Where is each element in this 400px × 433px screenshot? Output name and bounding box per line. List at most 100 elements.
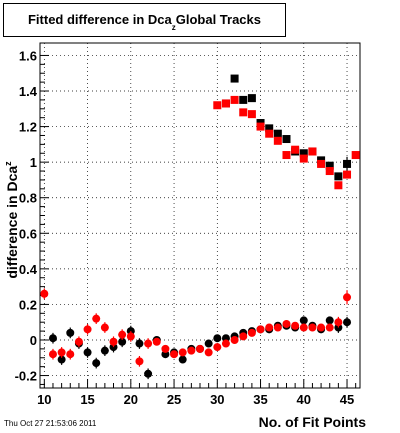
data-point-circle — [325, 316, 334, 325]
data-point-square — [265, 124, 274, 133]
data-point-circle — [256, 325, 265, 334]
data-point-square — [291, 145, 300, 154]
data-point-square — [317, 159, 326, 168]
data-point-square — [256, 122, 265, 131]
data-point-circle — [204, 348, 213, 357]
timestamp: Thu Oct 27 21:53:06 2011 — [4, 419, 97, 428]
x-axis-title: No. of Fit Points — [259, 414, 367, 430]
y-tick-label: -0.2 — [15, 369, 37, 384]
x-tick-label: 40 — [297, 392, 311, 407]
data-point-circle — [118, 330, 127, 339]
data-point-circle — [343, 318, 352, 327]
data-point-circle — [135, 339, 144, 348]
data-point-circle — [196, 344, 204, 353]
plot-frame — [39, 42, 361, 389]
data-point-square — [325, 167, 334, 176]
data-point-square — [221, 99, 230, 108]
data-points — [40, 74, 360, 380]
data-point-square — [351, 151, 360, 160]
data-point-circle — [308, 323, 317, 332]
y-tick-label: 0.2 — [19, 297, 37, 312]
data-point-square — [299, 149, 308, 158]
data-point-circle — [100, 346, 109, 355]
tick-labels: 10 15 20 25 30 35 40 45 -0.2 0 0.2 0.4 0.6 0.8 1 1.2 1.4… — [15, 48, 355, 407]
y-axis-title: difference in Dcaz — [3, 161, 20, 279]
chart-title-box: Fitted difference in DcazGlobal Tracks — [3, 3, 286, 37]
data-point-circle — [265, 323, 274, 332]
y-axis-title-main: difference in Dca — [4, 166, 20, 279]
chart-title: Fitted difference in DcazGlobal Tracks — [4, 12, 285, 32]
data-point-circle — [135, 357, 144, 366]
y-tick-label: 0.6 — [19, 226, 37, 241]
data-point-circle — [57, 348, 66, 357]
data-point-circle — [144, 339, 153, 348]
chart-title-suffix: Global Tracks — [175, 12, 261, 27]
data-point-circle — [66, 328, 75, 337]
data-point-circle — [83, 325, 92, 334]
data-point-square — [282, 135, 291, 144]
data-point-circle — [40, 289, 49, 298]
y-tick-label: 1.2 — [19, 120, 37, 135]
x-tick-label: 10 — [37, 392, 51, 407]
data-point-circle — [213, 334, 222, 343]
data-point-circle — [282, 319, 291, 328]
data-point-square — [273, 129, 282, 138]
data-point-circle — [178, 355, 187, 364]
data-point-circle — [213, 343, 222, 352]
x-tick-label: 35 — [253, 392, 267, 407]
data-point-circle — [170, 350, 179, 359]
data-point-circle — [161, 344, 170, 353]
data-point-circle — [291, 321, 300, 330]
data-point-square — [334, 172, 343, 181]
data-point-circle — [187, 346, 196, 355]
x-tick-label: 20 — [124, 392, 138, 407]
data-point-circle — [100, 323, 109, 332]
data-point-circle — [57, 355, 66, 364]
data-point-circle — [317, 323, 326, 332]
data-point-square — [308, 147, 317, 156]
data-point-circle — [273, 323, 282, 332]
data-point-circle — [83, 348, 92, 357]
data-point-square — [273, 136, 282, 145]
x-tick-label: 15 — [80, 392, 94, 407]
data-point-circle — [247, 328, 256, 337]
data-point-square — [299, 154, 308, 163]
data-point-square — [247, 110, 256, 119]
data-point-square — [343, 170, 352, 179]
chart-title-main: Fitted difference in Dca — [27, 12, 172, 27]
data-point-circle — [343, 293, 352, 302]
data-point-circle — [109, 337, 118, 346]
x-tick-label: 25 — [167, 392, 181, 407]
grid-lines — [40, 43, 360, 388]
data-point-circle — [334, 318, 343, 327]
y-tick-label: 1 — [30, 155, 37, 170]
y-tick-label: 0.8 — [19, 191, 37, 206]
data-point-square — [265, 129, 274, 138]
data-point-square — [230, 74, 239, 83]
data-point-square — [230, 95, 239, 104]
data-point-circle — [66, 350, 75, 359]
data-point-circle — [178, 348, 187, 357]
data-point-circle — [92, 314, 101, 323]
data-point-circle — [74, 337, 83, 346]
data-point-square — [334, 181, 343, 190]
data-point-circle — [152, 337, 161, 346]
data-point-circle — [126, 332, 135, 341]
y-axis-title-subscript: z — [3, 161, 13, 166]
data-point-circle — [325, 323, 334, 332]
y-tick-label: 0.4 — [19, 262, 38, 277]
data-point-circle — [221, 339, 230, 348]
data-point-circle — [48, 350, 57, 359]
chart-title-subscript: z — [171, 23, 176, 32]
data-point-square — [247, 94, 256, 103]
data-point-circle — [118, 337, 127, 346]
data-point-circle — [92, 359, 101, 368]
axis-ticks — [40, 54, 357, 388]
data-point-square — [213, 101, 222, 110]
y-tick-label: 0 — [30, 333, 37, 348]
data-point-square — [343, 159, 352, 168]
data-point-circle — [230, 335, 239, 344]
data-point-circle — [239, 332, 248, 341]
y-tick-label: 1.6 — [19, 48, 37, 63]
